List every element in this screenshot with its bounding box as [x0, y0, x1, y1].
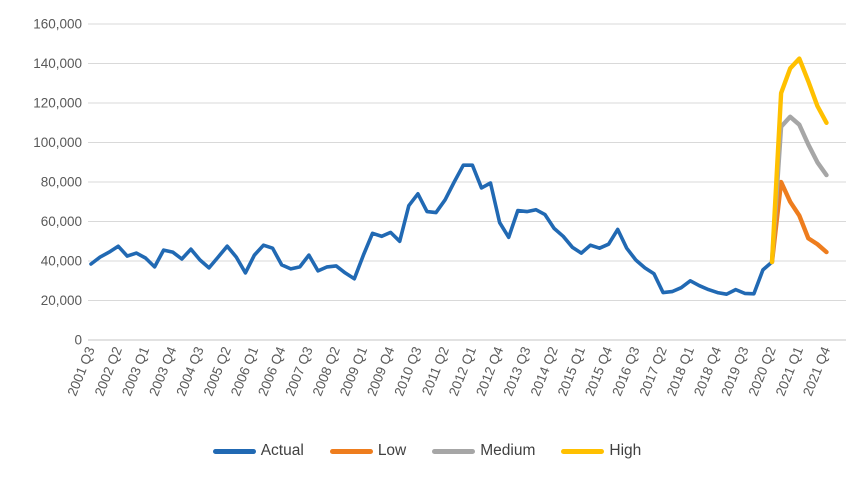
y-axis-label: 60,000	[41, 214, 82, 229]
y-axis-label: 100,000	[33, 135, 82, 150]
series-line-high	[769, 56, 829, 265]
y-axis-label: 20,000	[41, 293, 82, 308]
series-line-low	[769, 179, 829, 265]
legend-item-low[interactable]: Low	[329, 442, 407, 460]
legend-swatch-actual	[212, 448, 256, 454]
legend-label: Low	[377, 442, 407, 459]
y-axis-label: 0	[74, 333, 82, 348]
y-axis-label: 140,000	[33, 56, 82, 71]
y-axis-label: 40,000	[41, 254, 82, 269]
legend-label: Actual	[260, 442, 304, 459]
y-axis-label: 120,000	[33, 96, 82, 111]
legend-item-high[interactable]: High	[561, 442, 641, 460]
y-axis-label: 160,000	[33, 17, 82, 32]
legend-label: Medium	[480, 442, 536, 459]
legend-swatch-medium	[432, 448, 476, 454]
chart-legend: Actual Low Medium High	[0, 442, 854, 460]
legend-item-medium[interactable]: Medium	[432, 442, 535, 460]
legend-label: High	[609, 442, 642, 459]
series-line-actual	[89, 163, 774, 297]
legend-item-actual[interactable]: Actual	[212, 442, 304, 460]
legend-swatch-high	[561, 448, 605, 454]
y-axis-labels: 0 20,000 40,000 60,000 80,000 100,000 120,000 1…	[33, 17, 82, 348]
legend-swatch-low	[329, 448, 373, 454]
y-axis-label: 80,000	[41, 175, 82, 190]
